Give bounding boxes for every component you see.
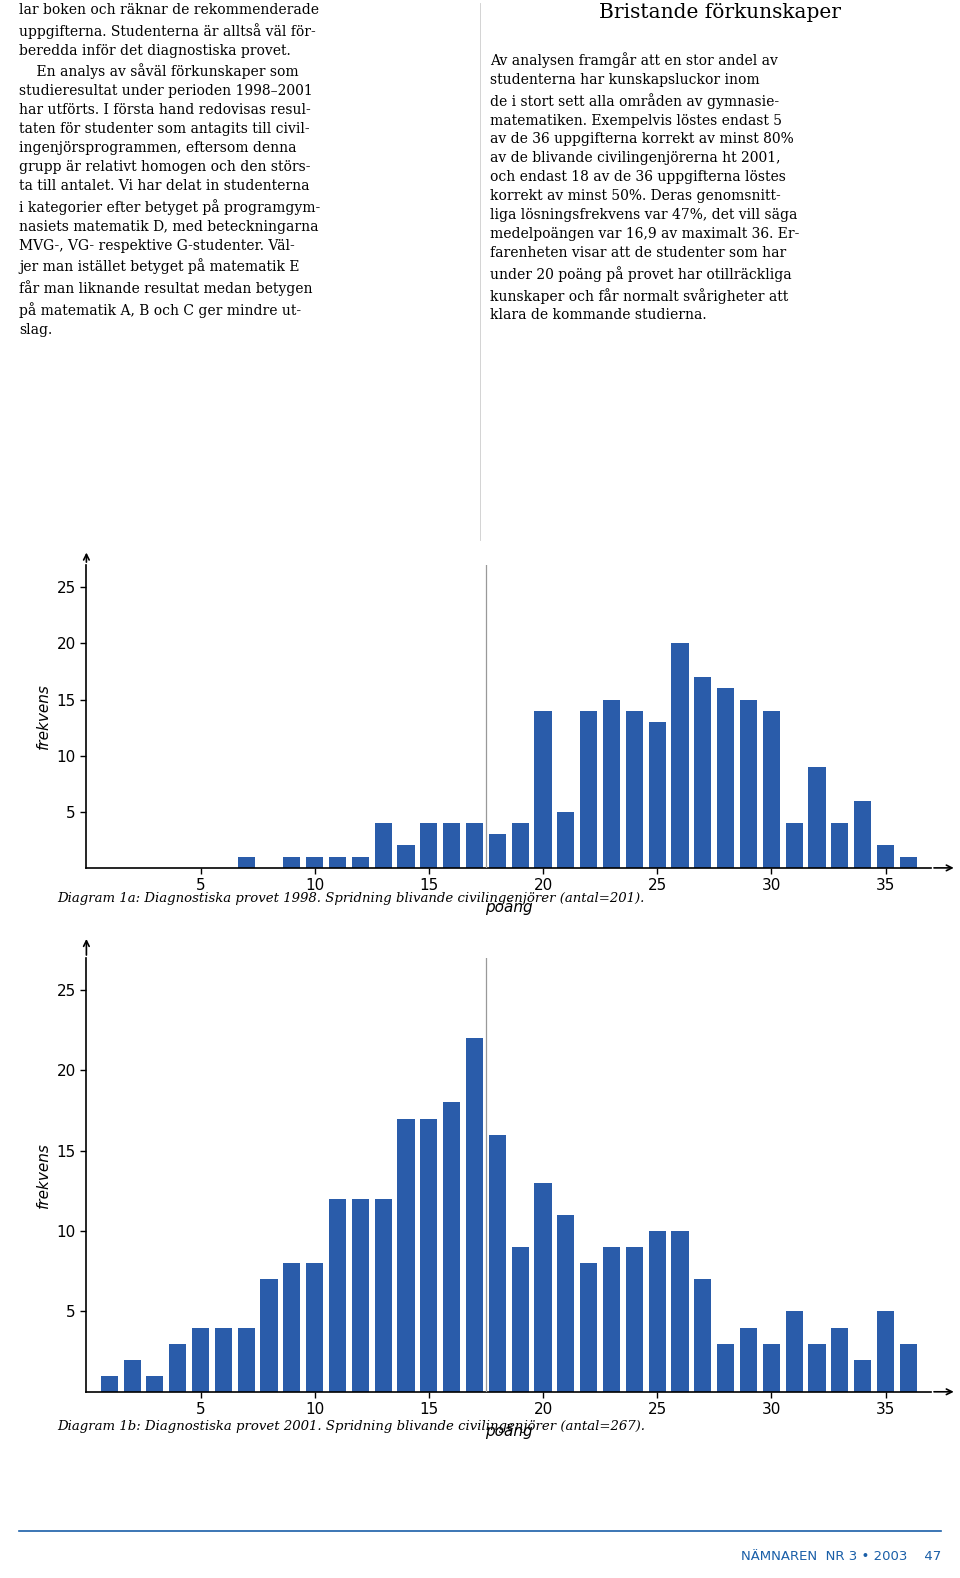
- Bar: [146, 1376, 163, 1392]
- Bar: [124, 1360, 140, 1392]
- Bar: [535, 710, 552, 868]
- Bar: [785, 824, 803, 868]
- Bar: [397, 1119, 415, 1392]
- Bar: [626, 1247, 643, 1392]
- Bar: [192, 1327, 209, 1392]
- Bar: [420, 824, 438, 868]
- Bar: [238, 857, 254, 868]
- Bar: [763, 710, 780, 868]
- Bar: [558, 811, 574, 868]
- Bar: [558, 1215, 574, 1392]
- Y-axis label: frekvens: frekvens: [36, 683, 51, 750]
- Bar: [238, 1327, 254, 1392]
- Bar: [351, 857, 369, 868]
- Bar: [489, 1135, 506, 1392]
- Bar: [466, 1038, 483, 1392]
- Bar: [694, 677, 711, 868]
- Bar: [808, 1343, 826, 1392]
- Bar: [580, 710, 597, 868]
- Bar: [626, 710, 643, 868]
- Bar: [535, 1184, 552, 1392]
- Bar: [283, 857, 300, 868]
- Bar: [580, 1264, 597, 1392]
- Bar: [169, 1343, 186, 1392]
- Bar: [283, 1264, 300, 1392]
- Bar: [854, 800, 872, 868]
- Y-axis label: frekvens: frekvens: [36, 1142, 51, 1207]
- X-axis label: poäng: poäng: [485, 1425, 533, 1439]
- Bar: [351, 1199, 369, 1392]
- Text: Bristande förkunskaper: Bristande förkunskaper: [599, 3, 841, 22]
- Bar: [215, 1327, 232, 1392]
- Bar: [717, 688, 734, 868]
- Text: Av analysen framgår att en stor andel av
studenterna har kunskapsluckor inom
de : Av analysen framgår att en stor andel av…: [490, 52, 799, 322]
- Bar: [374, 824, 392, 868]
- Bar: [694, 1280, 711, 1392]
- Bar: [397, 846, 415, 868]
- Bar: [603, 699, 620, 868]
- Text: Diagram 1b: Diagnostiska provet 2001. Spridning blivande civilingenjörer (antal=: Diagram 1b: Diagnostiska provet 2001. Sp…: [58, 1420, 645, 1433]
- Bar: [306, 857, 324, 868]
- Bar: [603, 1247, 620, 1392]
- Bar: [900, 857, 917, 868]
- Bar: [877, 1311, 894, 1392]
- Bar: [740, 1327, 757, 1392]
- Bar: [489, 835, 506, 868]
- Bar: [466, 824, 483, 868]
- Bar: [785, 1311, 803, 1392]
- Bar: [374, 1199, 392, 1392]
- Bar: [512, 1247, 529, 1392]
- Bar: [671, 1231, 688, 1392]
- Bar: [329, 857, 347, 868]
- Bar: [900, 1343, 917, 1392]
- Bar: [740, 699, 757, 868]
- Text: NÄMNAREN  NR 3 • 2003    47: NÄMNAREN NR 3 • 2003 47: [740, 1550, 941, 1562]
- Bar: [854, 1360, 872, 1392]
- Bar: [649, 1231, 666, 1392]
- Bar: [763, 1343, 780, 1392]
- Bar: [101, 1376, 118, 1392]
- Text: Diagram 1a: Diagnostiska provet 1998. Spridning blivande civilingenjörer (antal=: Diagram 1a: Diagnostiska provet 1998. Sp…: [58, 892, 645, 904]
- Bar: [420, 1119, 438, 1392]
- Bar: [808, 767, 826, 868]
- Bar: [306, 1264, 324, 1392]
- Bar: [444, 1103, 460, 1392]
- Bar: [649, 723, 666, 868]
- Bar: [329, 1199, 347, 1392]
- Bar: [444, 824, 460, 868]
- Bar: [831, 1327, 849, 1392]
- Text: lar boken och räknar de rekommenderade
uppgifterna. Studenterna är alltså väl fö: lar boken och räknar de rekommenderade u…: [19, 3, 321, 336]
- Bar: [671, 644, 688, 868]
- Bar: [877, 846, 894, 868]
- Bar: [717, 1343, 734, 1392]
- Bar: [260, 1280, 277, 1392]
- Bar: [831, 824, 849, 868]
- X-axis label: poäng: poäng: [485, 901, 533, 915]
- Bar: [512, 824, 529, 868]
